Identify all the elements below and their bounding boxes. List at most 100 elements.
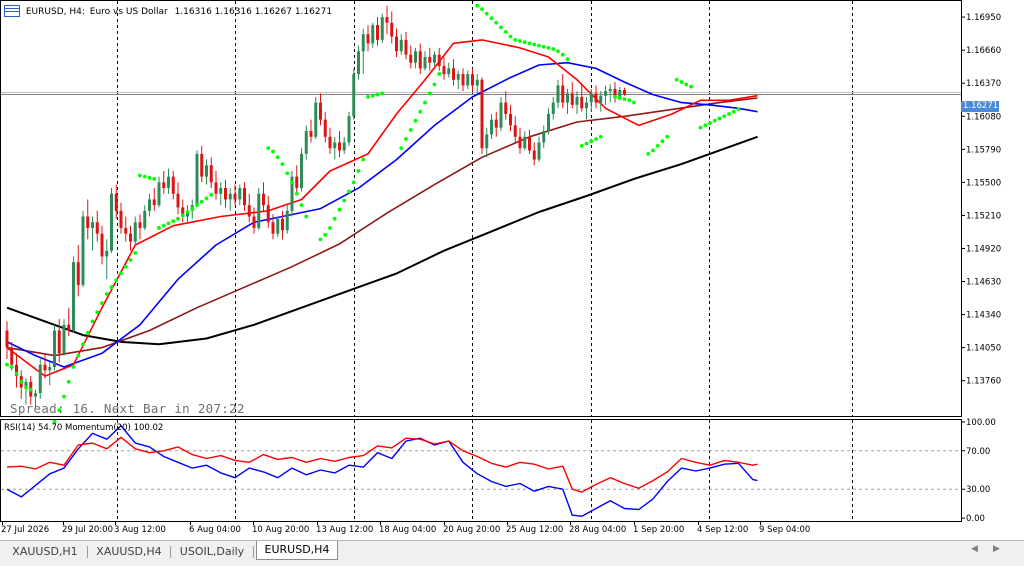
candle-body [238, 188, 242, 200]
tab-eurusd-h4[interactable]: EURUSD,H4 [256, 541, 338, 560]
candle-body [124, 227, 128, 234]
candle-body [290, 176, 294, 211]
indicator-header: RSI(14) 54.70 Momentum(20) 100.02 [4, 423, 164, 433]
rsi-axis-label: 70.00 [966, 447, 990, 457]
sar-dot [294, 191, 299, 196]
price-axis-label: 1.14630 [966, 278, 1001, 288]
candle-body [333, 142, 337, 149]
sar-dot [655, 143, 660, 148]
candle-body [442, 66, 446, 75]
candle-body [428, 56, 432, 63]
sar-dot [432, 82, 437, 87]
candle-body [67, 324, 71, 331]
candle-body [181, 207, 185, 217]
candle-body [352, 74, 356, 117]
sar-dot [166, 221, 171, 226]
candle-body [385, 17, 389, 23]
sar-dot [280, 162, 285, 167]
sar-dot [589, 139, 594, 144]
sar-dot [712, 118, 717, 123]
sar-dot [24, 385, 28, 390]
candle-body [171, 176, 175, 194]
candle-body [589, 93, 593, 103]
sar-dot [708, 121, 712, 125]
time-axis-label: 29 Jul 20:00 [62, 525, 113, 535]
sar-dot [152, 177, 157, 181]
sar-dot [627, 98, 632, 103]
sar-dot [176, 216, 180, 221]
sar-dot [522, 40, 527, 45]
sar-dot [717, 116, 722, 121]
rsi-axis-label: 100.00 [966, 418, 996, 428]
price-chart[interactable]: 1.16950 1.16660 1.16370 1.16080 1.15790 1.155… [0, 0, 1024, 540]
candle-body [10, 347, 14, 365]
candle-body [395, 36, 398, 52]
candle-body [319, 102, 322, 120]
sar-dot [104, 292, 109, 296]
candle-body [490, 119, 493, 135]
candle-body [148, 199, 151, 211]
tab-xauusd-h1[interactable]: XAUUSD,H1 [12, 545, 78, 558]
ohlc-values: 1.16316 1.16316 1.16267 1.16271 [174, 6, 333, 17]
sar-dot [171, 219, 176, 224]
tab-xauusd-h4[interactable]: XAUUSD,H4 [96, 545, 162, 558]
candle-body [309, 131, 313, 137]
sar-dot [299, 203, 304, 208]
tab-separator [170, 546, 171, 558]
sar-dot [423, 100, 427, 105]
time-axis-label: 1 Sep 20:00 [633, 525, 684, 535]
chart-type-icon [4, 5, 20, 17]
candle-body [513, 125, 517, 137]
candle-body [91, 222, 94, 228]
candle-body [523, 136, 527, 149]
candle-body [504, 102, 508, 114]
sar-dot [427, 91, 432, 96]
candle-body [494, 119, 498, 128]
candle-body [390, 22, 394, 37]
candle-body [252, 216, 256, 228]
sar-dot [271, 149, 275, 154]
time-axis-label: 18 Aug 04:00 [379, 525, 436, 535]
price-axis-label: 1.14340 [966, 311, 1001, 321]
candle-body [95, 222, 99, 234]
rsi-axis-label: 30.00 [966, 485, 990, 495]
sar-dot [617, 96, 622, 100]
scroll-right-icon[interactable]: ▶ [993, 544, 1000, 554]
candle-body [133, 222, 137, 242]
candle-body [200, 153, 204, 177]
price-axis-label: 1.16080 [966, 112, 1001, 122]
candle-body [233, 193, 237, 200]
candle-body [152, 199, 156, 206]
sar-dot [660, 139, 665, 144]
sar-dot [90, 319, 95, 324]
scroll-left-icon[interactable]: ◀ [971, 544, 978, 554]
sar-dot [328, 226, 332, 230]
candle-body [285, 210, 289, 231]
candle-body [532, 150, 536, 160]
candle-body [585, 102, 588, 109]
candle-body [623, 90, 626, 95]
candle-body [15, 364, 18, 377]
sar-dot [109, 285, 114, 290]
tab-usoil-daily[interactable]: USOIL,Daily [179, 545, 245, 558]
sar-dot [347, 189, 351, 194]
candle-body [437, 54, 441, 67]
candle-body [575, 96, 579, 105]
candle-body [328, 136, 332, 149]
sar-dot [19, 379, 24, 384]
candle-body [300, 153, 303, 189]
sar-dot [52, 419, 57, 424]
candle-body [447, 68, 451, 75]
candle-body [456, 74, 460, 80]
sar-dot [185, 210, 190, 214]
candle-body [537, 142, 541, 160]
sar-dot [76, 353, 81, 358]
sar-dot [399, 146, 404, 151]
sar-dot [560, 52, 565, 57]
sar-dot [9, 365, 14, 369]
candle-body [214, 182, 218, 194]
sar-dot [413, 118, 418, 123]
sar-dot [375, 92, 380, 97]
candle-body [338, 142, 341, 151]
time-axis-label: 4 Sep 12:00 [697, 525, 748, 535]
